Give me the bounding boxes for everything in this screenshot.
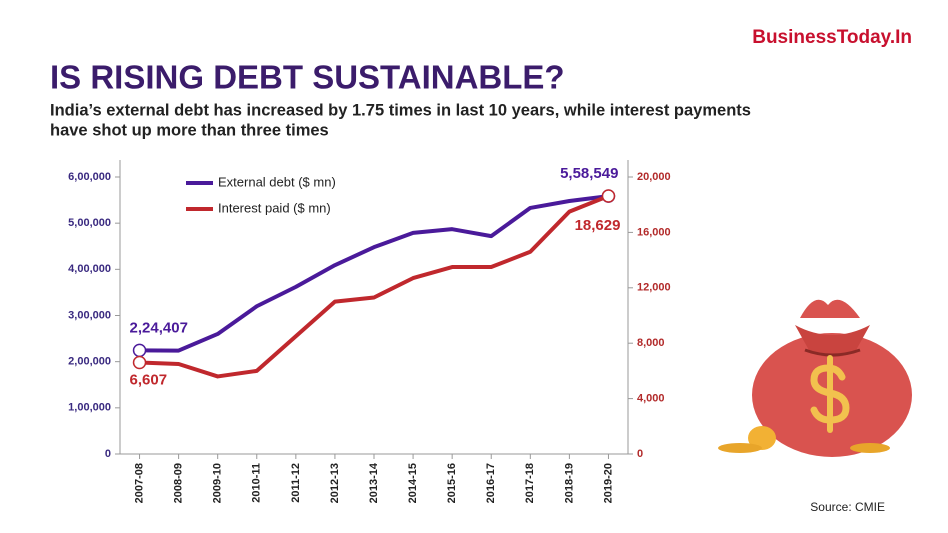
series-line (139, 194, 609, 353)
y-tick-label: 3,00,000 (68, 309, 111, 321)
data-label: 5,58,549 (560, 165, 618, 182)
x-tick-label: 2016-17 (485, 463, 497, 503)
x-tick-label: 2017-18 (524, 463, 536, 503)
source: Source: CMIE (810, 500, 885, 514)
money-bag-illustration (718, 299, 912, 457)
legend-label: Interest paid ($ mn) (218, 200, 331, 215)
y2-tick-label: 4,000 (637, 393, 665, 405)
data-label: 2,24,407 (130, 319, 188, 336)
x-tick-label: 2010-11 (251, 463, 263, 503)
x-tick-label: 2013-14 (368, 462, 380, 503)
y2-tick-label: 16,000 (637, 226, 671, 238)
x-tick-label: 2015-16 (446, 463, 458, 503)
x-tick-label: 2019-20 (602, 463, 614, 503)
x-tick-label: 2018-19 (563, 463, 575, 503)
point-marker (601, 189, 616, 203)
y2-tick-label: 8,000 (637, 337, 665, 349)
legend-label: External debt ($ mn) (218, 174, 336, 189)
x-tick-label: 2011-12 (290, 463, 302, 503)
x-tick-label: 2014-15 (407, 463, 419, 503)
subtitle: India’s external debt has increased by 1… (50, 101, 751, 119)
brand: BusinessToday.In (752, 27, 912, 48)
x-tick-label: 2007-08 (133, 463, 145, 503)
chart-title: IS RISING DEBT SUSTAINABLE? (50, 59, 565, 96)
y-tick-label: 1,00,000 (68, 402, 111, 414)
data-label: 6,607 (130, 371, 168, 388)
y-tick-label: 6,00,000 (68, 171, 111, 183)
point-marker (132, 355, 147, 370)
subtitle: have shot up more than three times (50, 121, 329, 139)
x-tick-label: 2012-13 (329, 463, 341, 503)
x-tick-label: 2008-09 (173, 463, 185, 503)
x-tick-label: 2009-10 (212, 463, 224, 503)
point-marker (132, 343, 147, 358)
series-line (139, 194, 610, 379)
y2-tick-label: 20,000 (637, 171, 671, 183)
y-tick-label: 2,00,000 (68, 356, 111, 368)
data-label: 18,629 (575, 217, 621, 234)
y-tick-label: 5,00,000 (68, 217, 111, 229)
y2-tick-label: 12,000 (637, 282, 671, 294)
y-tick-label: 0 (105, 448, 111, 460)
y2-tick-label: 0 (637, 448, 643, 460)
y-tick-label: 4,00,000 (68, 263, 111, 275)
